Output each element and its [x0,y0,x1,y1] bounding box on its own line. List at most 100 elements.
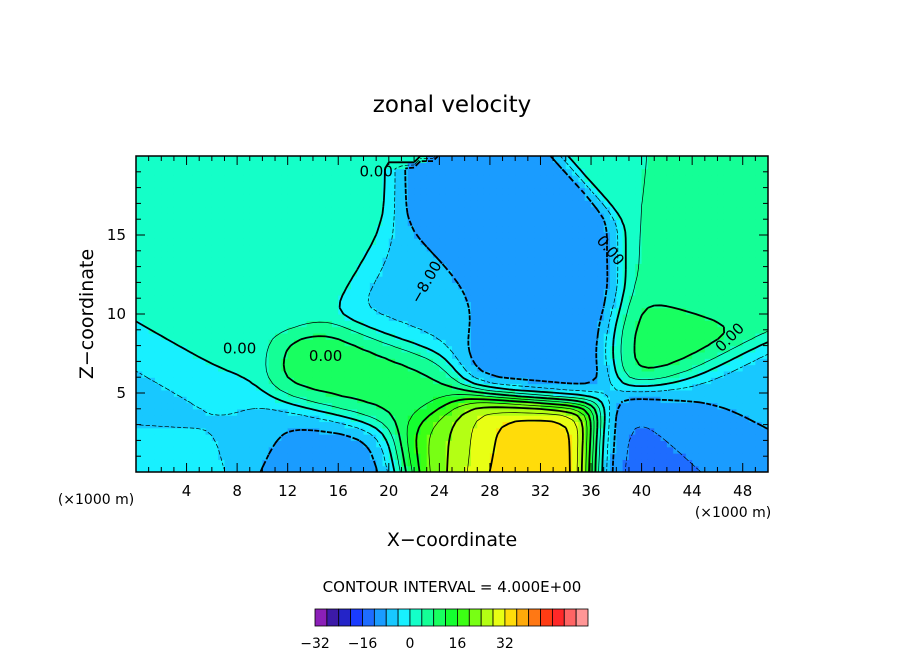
heatmap-cell [489,257,497,265]
heatmap-cell [489,320,497,328]
heatmap-cell [546,282,554,290]
heatmap-cell [148,465,156,472]
heatmap-cell [723,168,731,176]
heatmap-cell [433,434,440,441]
heatmap-cell [452,440,459,448]
heatmap-cell [540,269,548,277]
heatmap-cell [553,446,561,454]
heatmap-cell [711,225,719,233]
heatmap-cell [148,187,156,195]
heatmap-cell [711,453,719,460]
heatmap-cell [382,238,390,246]
heatmap-cell [230,415,238,423]
heatmap-cell [268,269,276,277]
heatmap-cell [452,250,459,258]
heatmap-cell [704,174,712,182]
heatmap-cell [673,446,681,454]
heatmap-cell [211,320,219,328]
heatmap-cell [666,434,674,441]
heatmap-cell [755,339,763,347]
heatmap-cell [205,364,213,372]
heatmap-cell [616,314,624,321]
heatmap-cell [426,231,434,239]
heatmap-cell [186,212,194,220]
heatmap-cell [154,396,162,404]
heatmap-cell [647,351,655,359]
heatmap-cell [401,351,409,359]
heatmap-cell [186,174,194,182]
heatmap-cell [761,370,768,378]
heatmap-cell [262,174,270,182]
heatmap-cell [142,427,150,435]
heatmap-cell [275,377,282,385]
heatmap-cell [294,339,301,347]
heatmap-cell [154,459,162,467]
heatmap-cell [344,332,352,340]
heatmap-cell [730,446,737,454]
heatmap-cell [199,345,207,353]
heatmap-cell [666,193,674,201]
heatmap-cell [610,156,617,163]
heatmap-cell [407,276,415,283]
heatmap-cell [704,396,712,404]
heatmap-cell [458,181,466,189]
heatmap-cell [426,415,434,423]
heatmap-cell [660,453,668,460]
heatmap-cell [312,434,320,441]
heatmap-cell [610,396,617,404]
heatmap-cell [350,181,358,189]
heatmap-cell [262,383,270,391]
heatmap-cell [711,326,719,334]
heatmap-cell [306,446,314,454]
heatmap-field [136,156,768,472]
heatmap-cell [673,301,681,309]
heatmap-cell [230,219,238,227]
heatmap-cell [338,358,346,366]
heatmap-cell [654,238,662,246]
heatmap-cell [186,269,194,277]
heatmap-cell [312,351,320,359]
heatmap-cell [635,219,643,227]
heatmap-cell [610,219,617,227]
heatmap-cell [243,193,251,201]
heatmap-cell [300,219,308,227]
heatmap-cell [161,427,169,435]
heatmap-cell [319,212,327,220]
heatmap-cell [749,269,756,277]
heatmap-cell [647,238,655,246]
heatmap-cell [578,408,586,416]
heatmap-cell [603,314,611,321]
heatmap-cell [268,396,276,404]
heatmap-cell [559,465,567,472]
heatmap-cell [470,225,478,233]
heatmap-cell [641,301,649,309]
heatmap-cell [730,212,737,220]
heatmap-cell [761,193,768,201]
heatmap-cell [407,244,415,252]
heatmap-cell [420,187,428,195]
heatmap-cell [161,446,169,454]
heatmap-cell [249,263,257,271]
heatmap-cell [281,339,289,347]
heatmap-cell [205,187,213,195]
heatmap-cell [572,257,579,265]
heatmap-cell [749,389,756,397]
heatmap-cell [357,440,365,448]
heatmap-cell [363,288,371,296]
heatmap-cell [249,370,257,378]
heatmap-cell [685,421,693,429]
heatmap-cell [426,244,434,252]
heatmap-cell [433,225,440,233]
heatmap-cell [218,332,226,340]
heatmap-cell [508,219,516,227]
heatmap-cell [572,326,579,334]
heatmap-cell [628,231,636,239]
heatmap-cell [496,162,504,170]
heatmap-cell [717,181,725,189]
heatmap-cell [388,446,396,454]
heatmap-cell [660,314,668,321]
heatmap-cell [679,408,687,416]
heatmap-cell [483,200,491,208]
heatmap-cell [344,269,352,277]
heatmap-cell [211,326,219,334]
